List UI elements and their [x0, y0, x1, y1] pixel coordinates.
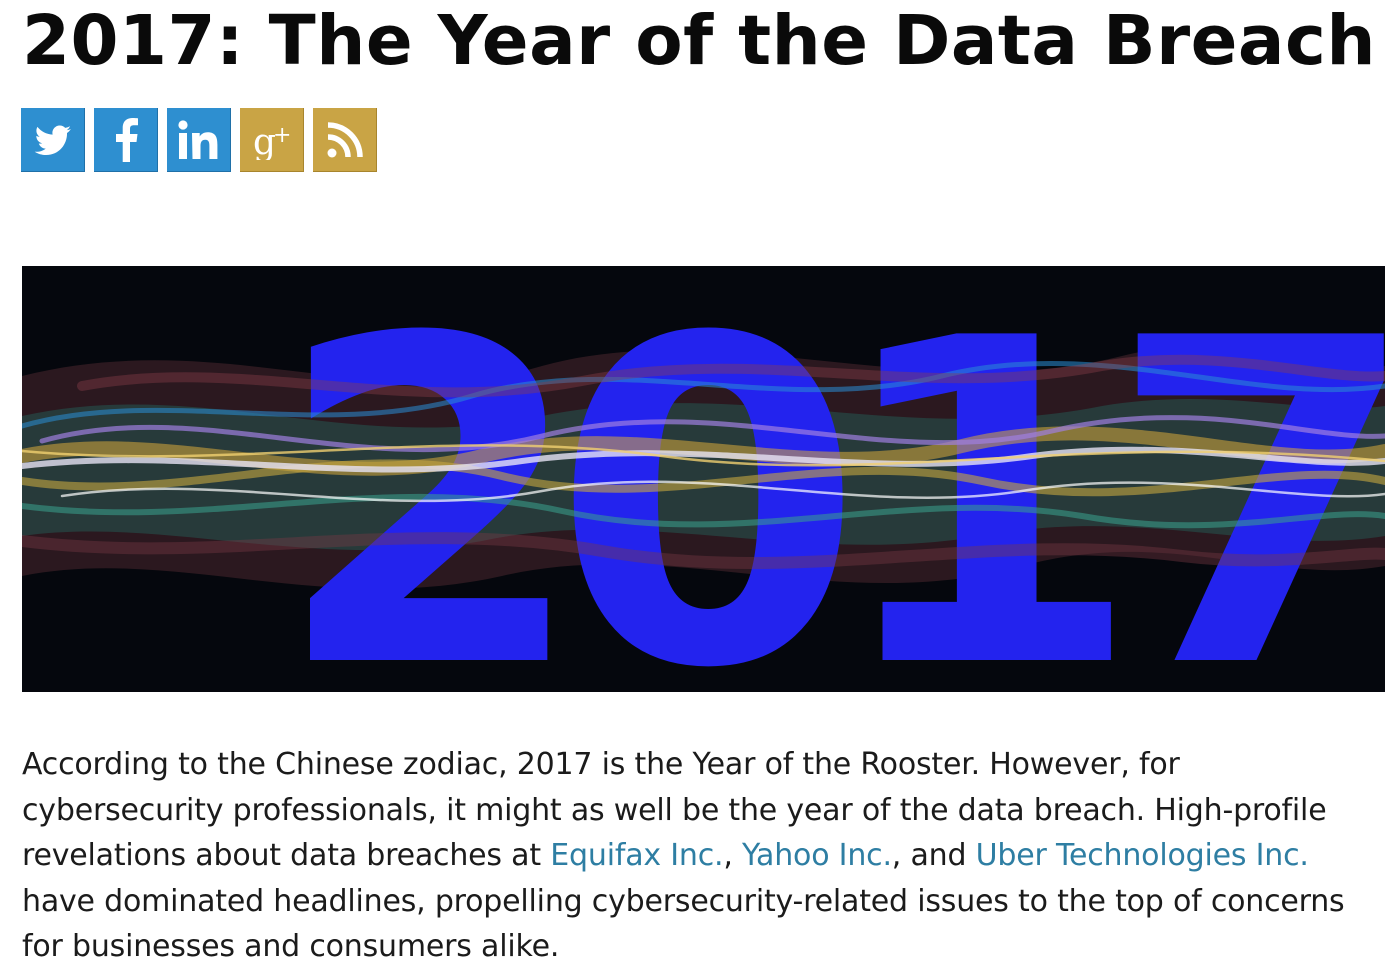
equifax-link[interactable]: Equifax Inc. [550, 838, 724, 873]
google-plus-icon: g + [253, 122, 291, 160]
paragraph-text: According to the Chinese zodiac, 2017 is… [22, 747, 1327, 873]
paragraph-text: have dominated headlines, propelling cyb… [22, 883, 1345, 965]
article-intro-paragraph: According to the Chinese zodiac, 2017 is… [22, 742, 1382, 970]
uber-link[interactable]: Uber Technologies Inc. [975, 838, 1309, 873]
svg-text:+: + [273, 123, 291, 148]
facebook-share-button[interactable] [94, 108, 158, 172]
facebook-f-icon [115, 117, 138, 162]
rss-feed-icon [327, 121, 363, 157]
svg-text:g: g [253, 122, 276, 160]
article-title: 2017: The Year of the Data Breach [22, 1, 1376, 81]
linkedin-in-icon [177, 119, 217, 159]
google-plus-share-button[interactable]: g + [240, 108, 304, 172]
hero-image: 2017 [22, 266, 1385, 692]
rss-share-button[interactable] [313, 108, 377, 172]
twitter-bird-icon [34, 125, 71, 155]
yahoo-link[interactable]: Yahoo Inc. [742, 838, 892, 873]
paragraph-separator: , [723, 838, 743, 873]
hero-year-text: 2017 [275, 266, 1385, 692]
linkedin-share-button[interactable] [167, 108, 231, 172]
twitter-share-button[interactable] [21, 108, 85, 172]
hero-2017-artwork: 2017 [22, 266, 1385, 692]
paragraph-separator: , and [891, 838, 976, 873]
